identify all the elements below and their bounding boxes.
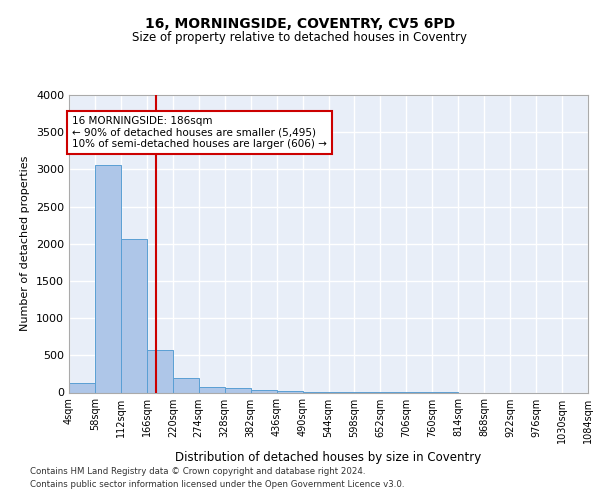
Bar bbox=[147, 350, 173, 393]
Bar bbox=[69, 383, 95, 392]
Text: 16 MORNINGSIDE: 186sqm
← 90% of detached houses are smaller (5,495)
10% of semi-: 16 MORNINGSIDE: 186sqm ← 90% of detached… bbox=[72, 116, 327, 149]
Bar bbox=[95, 165, 121, 392]
Bar bbox=[251, 390, 277, 392]
Bar bbox=[225, 388, 251, 392]
Text: Contains HM Land Registry data © Crown copyright and database right 2024.: Contains HM Land Registry data © Crown c… bbox=[30, 467, 365, 476]
Text: Contains public sector information licensed under the Open Government Licence v3: Contains public sector information licen… bbox=[30, 480, 404, 489]
X-axis label: Distribution of detached houses by size in Coventry: Distribution of detached houses by size … bbox=[175, 451, 482, 464]
Bar bbox=[199, 386, 224, 392]
Text: Size of property relative to detached houses in Coventry: Size of property relative to detached ho… bbox=[133, 31, 467, 44]
Bar bbox=[173, 378, 199, 392]
Bar bbox=[277, 390, 302, 392]
Text: 16, MORNINGSIDE, COVENTRY, CV5 6PD: 16, MORNINGSIDE, COVENTRY, CV5 6PD bbox=[145, 18, 455, 32]
Y-axis label: Number of detached properties: Number of detached properties bbox=[20, 156, 31, 332]
Bar bbox=[121, 240, 147, 392]
